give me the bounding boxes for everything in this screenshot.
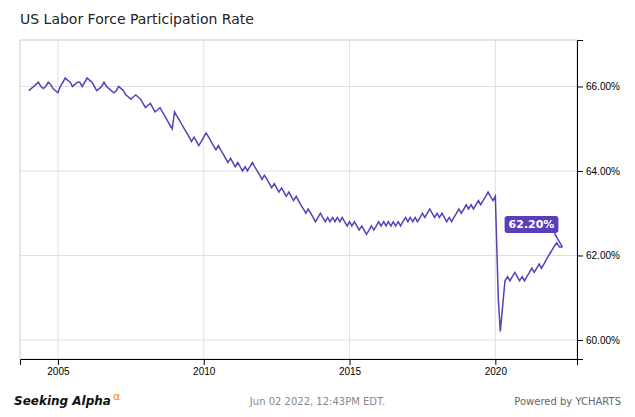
annotation: 62.20% bbox=[505, 216, 563, 247]
grid-line-y bbox=[20, 339, 577, 340]
grid bbox=[20, 40, 577, 359]
annotation-box bbox=[505, 216, 559, 233]
x-tick-mark bbox=[350, 359, 351, 365]
footer-date: Jun 02 2022, 12:43PM EDT. bbox=[249, 396, 385, 407]
y-axis-line bbox=[578, 41, 584, 360]
x-tick-mark bbox=[58, 359, 59, 365]
x-tick-label: 2015 bbox=[339, 366, 362, 377]
y-tick-label: 64.00% bbox=[586, 166, 620, 177]
y-tick: 66.00% bbox=[577, 81, 620, 92]
footer-symbol: α bbox=[113, 390, 120, 403]
y-axis: 60.00% 62.00% 64.00% 66.00% bbox=[577, 41, 620, 360]
x-axis-line bbox=[21, 360, 578, 366]
x-tick-mark bbox=[495, 359, 496, 365]
y-tick: 60.00% bbox=[577, 335, 620, 346]
chart: US Labor Force Participation Rate 2005 201… bbox=[0, 0, 635, 417]
grid-line-y bbox=[20, 86, 577, 87]
grid-line-x bbox=[203, 40, 204, 359]
grid-line-y bbox=[20, 170, 577, 171]
x-tick: 2015 bbox=[339, 359, 362, 377]
annotation-pointer bbox=[554, 233, 562, 247]
x-tick: 2005 bbox=[47, 359, 70, 377]
y-tick-label: 62.00% bbox=[586, 250, 620, 261]
annotation-text: 62.20% bbox=[509, 218, 555, 231]
x-axis: 2005 2010 2015 2020 bbox=[21, 359, 578, 377]
grid-line-x bbox=[57, 40, 58, 359]
grid-line-x bbox=[349, 40, 350, 359]
plot-area bbox=[29, 78, 563, 332]
title: US Labor Force Participation Rate bbox=[20, 11, 254, 27]
y-tick-label: 66.00% bbox=[586, 81, 620, 92]
x-tick: 2010 bbox=[193, 359, 216, 377]
plot-frame bbox=[20, 40, 577, 359]
y-tick-mark bbox=[577, 86, 583, 87]
y-tick-mark bbox=[577, 255, 583, 256]
footer-brand: Seeking Alpha bbox=[14, 394, 111, 408]
x-tick: 2020 bbox=[485, 359, 508, 377]
grid-line-y bbox=[20, 255, 577, 256]
y-tick-mark bbox=[577, 171, 583, 172]
y-tick-label: 60.00% bbox=[586, 335, 620, 346]
y-tick: 62.00% bbox=[577, 250, 620, 261]
y-tick-mark bbox=[577, 340, 583, 341]
x-tick-mark bbox=[204, 359, 205, 365]
x-tick-label: 2020 bbox=[485, 366, 508, 377]
footer-powered: Powered by YCHARTS bbox=[514, 396, 621, 407]
x-tick-label: 2010 bbox=[193, 366, 216, 377]
y-tick: 64.00% bbox=[577, 166, 620, 177]
line bbox=[29, 78, 563, 332]
x-tick-label: 2005 bbox=[47, 366, 70, 377]
